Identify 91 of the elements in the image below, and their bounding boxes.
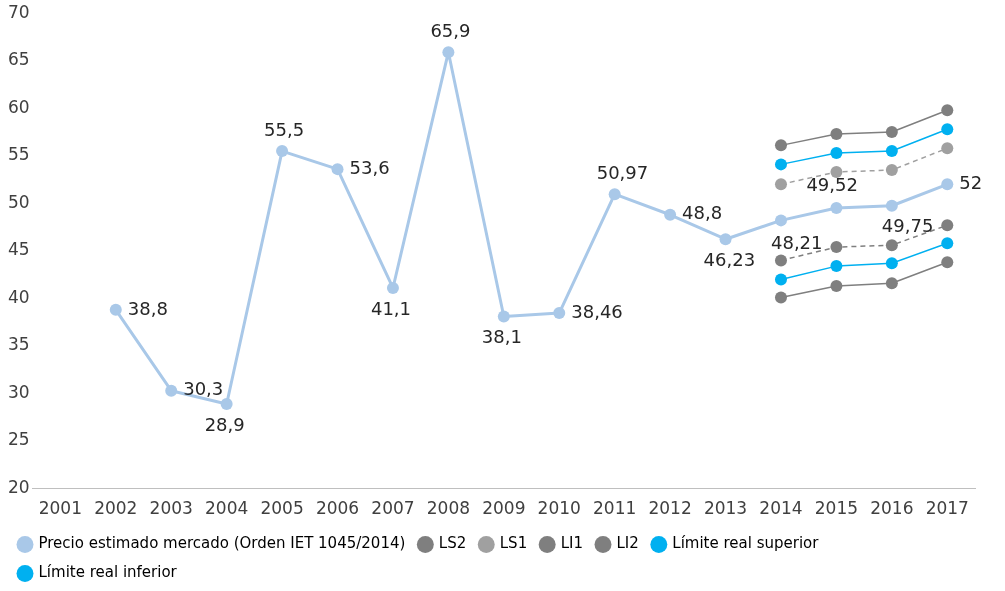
- point: [774, 254, 787, 267]
- point: [830, 260, 843, 273]
- x-tick-label: 2014: [759, 498, 803, 519]
- point: [941, 219, 954, 232]
- x-tick-label: 2010: [537, 498, 581, 519]
- data-label: 38,46: [571, 300, 623, 322]
- data-label: 38,1: [481, 326, 522, 348]
- x-tick-label: 2017: [925, 498, 969, 519]
- y-tick-label: 30: [7, 381, 30, 402]
- point: [774, 291, 787, 304]
- point: [774, 158, 787, 171]
- point: [941, 123, 954, 136]
- data-label: 28,9: [204, 413, 245, 435]
- x-tick-label: 2009: [482, 498, 526, 519]
- x-tick-label: 2006: [315, 498, 360, 519]
- point: [664, 208, 677, 221]
- point: [885, 199, 898, 212]
- point: [774, 139, 787, 152]
- y-tick-label: 25: [7, 429, 30, 450]
- y-tick-label: 20: [7, 477, 30, 498]
- x-tick-label: 2008: [426, 498, 471, 519]
- point: [941, 142, 954, 155]
- data-label: 49,52: [806, 173, 858, 195]
- data-label: 52: [959, 172, 983, 194]
- point: [774, 214, 787, 227]
- y-tick-label: 60: [7, 96, 30, 117]
- point: [774, 273, 787, 286]
- x-tick-label: 2011: [593, 498, 637, 519]
- x-tick-label: 2007: [371, 498, 415, 519]
- x-tick-label: 2001: [38, 498, 82, 519]
- point: [885, 145, 898, 158]
- x-tick-label: 2005: [260, 498, 304, 519]
- point: [885, 126, 898, 139]
- x-tick-label: 2016: [870, 498, 914, 519]
- point: [885, 164, 898, 177]
- legend-label: Límite real inferior: [38, 563, 178, 582]
- x-tick-label: 2012: [648, 498, 692, 519]
- point: [830, 280, 843, 293]
- point: [941, 178, 954, 191]
- point: [276, 145, 289, 158]
- data-label: 55,5: [264, 118, 305, 140]
- point: [830, 127, 843, 140]
- point: [941, 237, 954, 250]
- point: [774, 178, 787, 191]
- point: [885, 277, 898, 290]
- point: [830, 146, 843, 159]
- data-label: 48,21: [770, 232, 823, 254]
- data-label: 50,97: [596, 161, 649, 183]
- data-label: 38,8: [127, 297, 168, 319]
- y-tick-label: 45: [7, 239, 30, 260]
- point: [220, 397, 233, 410]
- legend-label: LS2: [438, 534, 467, 553]
- y-tick-label: 40: [7, 286, 30, 307]
- point: [331, 163, 344, 176]
- legend-label: LS1: [499, 534, 528, 553]
- data-label: 48,8: [682, 202, 723, 224]
- x-tick-label: 2002: [94, 498, 138, 519]
- legend-label: LI2: [616, 534, 639, 553]
- point: [941, 104, 954, 117]
- point: [719, 233, 732, 246]
- x-tick-label: 2003: [149, 498, 193, 519]
- point: [830, 201, 843, 214]
- y-tick-label: 70: [7, 1, 30, 22]
- legend-label: Precio estimado mercado (Orden IET 1045/2014): [38, 534, 406, 553]
- legend-label: Límite real superior: [672, 534, 820, 553]
- point: [941, 256, 954, 269]
- point: [386, 281, 399, 294]
- point: [553, 307, 566, 320]
- data-label: 53,6: [349, 156, 390, 178]
- point: [830, 165, 843, 178]
- point: [608, 188, 621, 201]
- y-tick-label: 50: [7, 191, 30, 212]
- point: [442, 46, 455, 59]
- data-label: 65,9: [430, 19, 471, 41]
- data-label: 46,23: [703, 248, 756, 270]
- y-tick-label: 55: [7, 144, 30, 165]
- y-tick-label: 35: [7, 334, 30, 355]
- point: [830, 241, 843, 254]
- point: [885, 239, 898, 252]
- data-label: 41,1: [370, 297, 412, 319]
- point: [497, 310, 510, 323]
- x-tick-label: 2004: [205, 498, 249, 519]
- point: [885, 257, 898, 270]
- x-tick-label: 2015: [814, 498, 859, 519]
- x-tick-label: 2013: [703, 498, 748, 519]
- point: [165, 384, 178, 397]
- data-label: 30,3: [183, 378, 224, 400]
- legend-label: LI1: [560, 534, 583, 553]
- point: [109, 303, 122, 316]
- data-label: 49,75: [881, 215, 934, 237]
- y-tick-label: 65: [7, 49, 30, 70]
